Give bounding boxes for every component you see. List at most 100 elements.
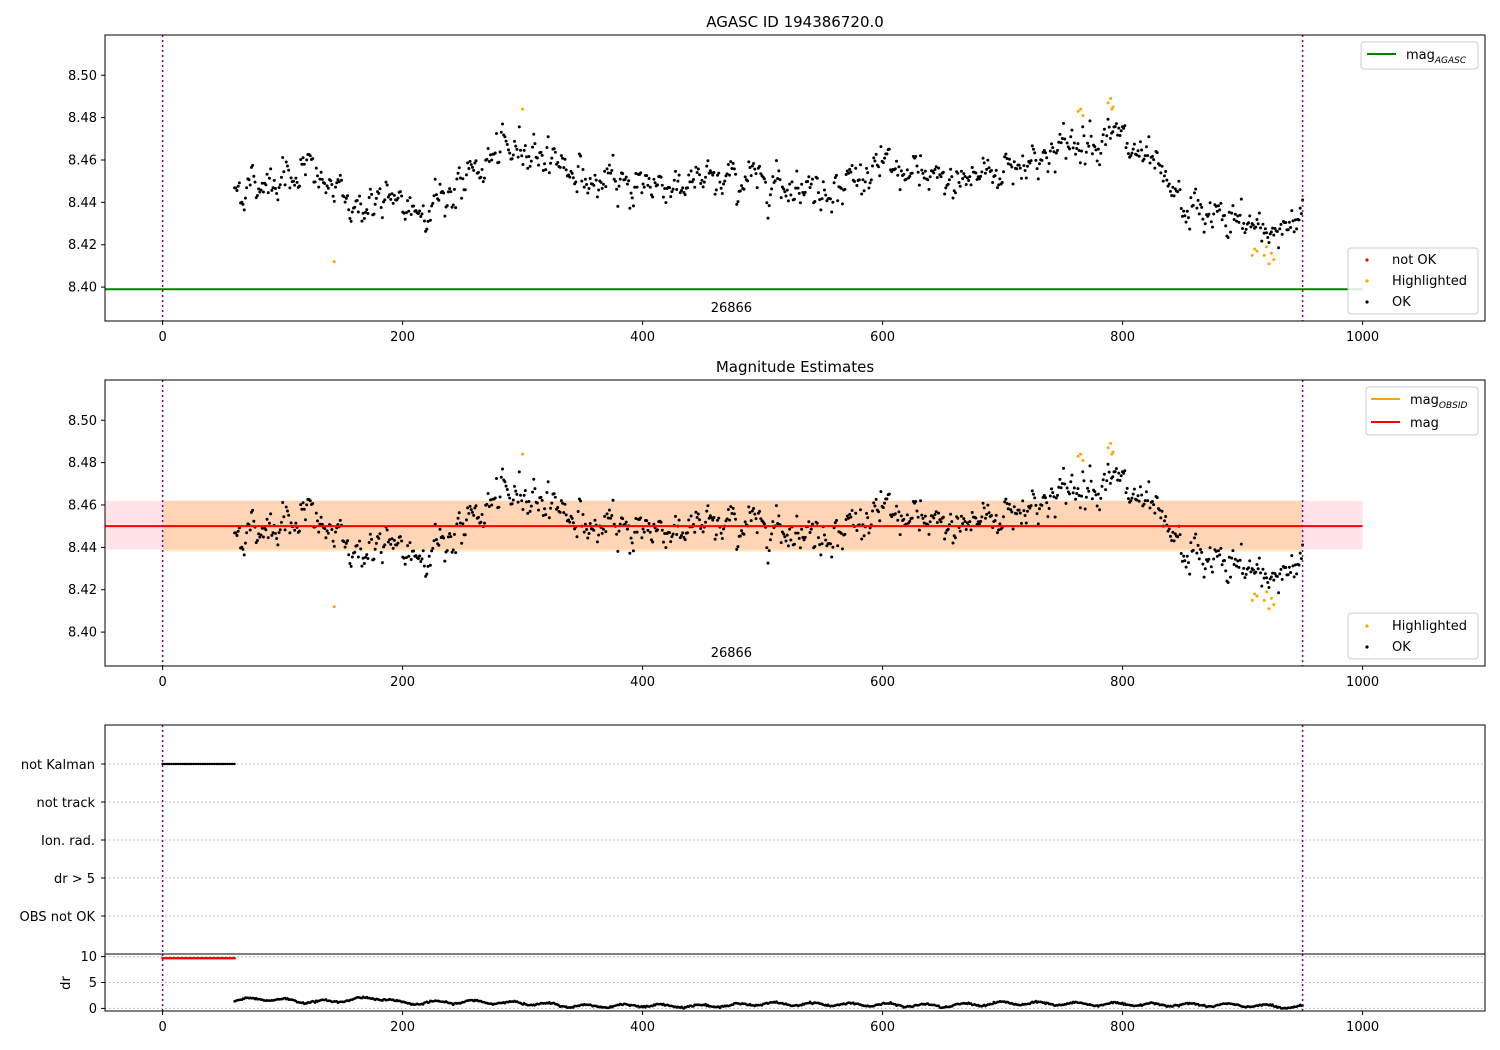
p1-ok-point (407, 554, 411, 558)
p0-ok-point (1152, 158, 1156, 162)
p0-ok-point (281, 156, 285, 160)
p1-ok-point (529, 504, 533, 508)
p0-ok-point (1280, 232, 1284, 236)
p0-ok-point (1197, 212, 1201, 216)
not-kalman-point (168, 762, 171, 766)
p1-ok-point (282, 515, 286, 519)
p0-ok-point (1003, 155, 1007, 159)
p1-ok-point (950, 520, 954, 524)
p0-ok-point (552, 147, 556, 151)
p1-ok-point (364, 555, 368, 559)
p0-ok-point (651, 195, 655, 199)
p1-ok-point (678, 536, 682, 540)
p0-ok-point (520, 154, 524, 158)
p0-ok-point (474, 159, 478, 163)
not-kalman-point (175, 762, 179, 766)
p0-ok-point (282, 170, 286, 174)
p0-ok-point (563, 157, 567, 161)
dr-ytick-label: 0 (89, 1002, 97, 1017)
p0-ok-point (609, 171, 613, 175)
p1-ok-point (476, 515, 480, 519)
p0-ok-point (1101, 133, 1105, 137)
p0-ok-point (570, 171, 574, 175)
p0-ok-point (1114, 122, 1118, 126)
p0-ok-point (748, 165, 752, 169)
dr-notok-point (177, 956, 181, 960)
p1-ok-point (1237, 565, 1241, 569)
p1-ok-point (445, 549, 449, 553)
p1-obsid-label: 26866 (711, 646, 752, 661)
p1-ok-point (1035, 512, 1039, 516)
p1-ok-point (1140, 493, 1144, 497)
p1-ok-point (784, 539, 788, 543)
p0-ok-point (1165, 178, 1169, 182)
p1-ok-point (987, 511, 991, 515)
p0-ok-point (550, 156, 554, 160)
dr-xtick-label: 1000 (1346, 1020, 1379, 1035)
p0-ok-point (1104, 143, 1108, 147)
p0-ok-point (348, 217, 352, 221)
p0-ok-point (1263, 227, 1267, 231)
p1-ok-point (1107, 470, 1111, 474)
p1-ok-point (406, 544, 410, 548)
p0-ok-point (236, 184, 240, 188)
p0-ok-point (1038, 162, 1042, 166)
p0-ok-point (803, 190, 807, 194)
p0-ok-point (735, 202, 739, 206)
p0-ok-point (574, 180, 578, 184)
dr-notok-point (166, 956, 170, 960)
p1-ok-point (245, 531, 249, 535)
p1-ok-point (704, 520, 708, 524)
p1-ok-point (1077, 493, 1081, 497)
p1-ok-point (346, 539, 350, 543)
p1-ok-point (844, 518, 848, 522)
p0-ok-point (815, 176, 819, 180)
p1-ok-point (1277, 591, 1281, 595)
p1-ok-point (332, 544, 336, 548)
p1-ok-point (986, 503, 990, 507)
p0-ok-point (1176, 190, 1180, 194)
p1-ok-point (1084, 495, 1088, 499)
p0-ok-point (655, 183, 659, 187)
dr-point (991, 1002, 994, 1006)
p1-ok-point (881, 506, 885, 510)
p0-ok-point (515, 147, 519, 151)
p1-ok-point (896, 518, 900, 522)
p1-ok-point (294, 521, 298, 525)
p1-ok-point (1074, 497, 1078, 501)
p0-xtick-label: 600 (870, 330, 895, 345)
p0-ok-point (1269, 230, 1273, 234)
dr-notok-point (195, 956, 199, 960)
p0-ok-point (517, 125, 521, 129)
p1-ok-point (468, 504, 472, 508)
p1-ok-point (366, 557, 370, 561)
p0-ok-point (276, 198, 280, 202)
legend-notok-marker (1365, 258, 1369, 262)
p0-ok-point (337, 180, 341, 184)
p0-ok-point (1105, 134, 1109, 138)
p1-ok-point (1053, 515, 1057, 519)
p0-ok-point (350, 210, 354, 214)
dr-notok-point (173, 956, 177, 960)
p0-ok-point (504, 139, 508, 143)
p0-ok-point (1215, 209, 1219, 213)
p1-ok-point (564, 513, 568, 517)
p1-ok-point (466, 506, 470, 510)
p0-ok-point (1031, 147, 1035, 151)
p0-ok-point (335, 181, 339, 185)
p0-ok-point (865, 166, 869, 170)
p0-ok-point (494, 131, 498, 135)
p0-ok-point (1177, 179, 1181, 183)
p0-ok-point (247, 178, 251, 182)
p0-ok-point (660, 183, 664, 187)
p1-ok-point (379, 550, 383, 554)
p0-ok-point (1259, 226, 1263, 230)
p0-ok-point (1184, 220, 1188, 224)
p1-ok-point (288, 531, 292, 535)
p0-ok-point (237, 181, 241, 185)
p1-ok-point (732, 512, 736, 516)
p1-ok-point (494, 476, 498, 480)
p1-ok-point (839, 531, 843, 535)
p1-ok-point (510, 502, 514, 506)
